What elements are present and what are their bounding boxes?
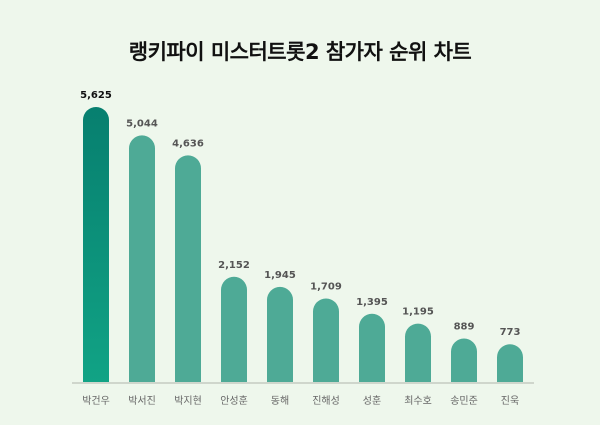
category-label: 성훈 xyxy=(363,394,381,407)
data-label: 1,195 xyxy=(402,307,434,318)
data-label: 889 xyxy=(454,322,475,333)
data-label: 1,709 xyxy=(310,281,342,292)
data-label: 5,044 xyxy=(126,118,158,129)
bar xyxy=(405,323,431,382)
category-label: 진욱 xyxy=(501,395,519,407)
category-label: 송민준 xyxy=(450,395,478,407)
data-label: 2,152 xyxy=(218,260,250,271)
category-label: 최수호 xyxy=(404,395,432,407)
bar xyxy=(129,135,155,382)
data-label: 4,636 xyxy=(172,138,204,149)
bar xyxy=(83,107,109,382)
category-label: 박건우 xyxy=(82,395,110,407)
category-label: 박지현 xyxy=(174,395,202,407)
category-label: 안성훈 xyxy=(220,394,248,407)
bar xyxy=(497,344,523,382)
data-label: 5,625 xyxy=(80,90,112,101)
data-label: 773 xyxy=(500,327,521,338)
category-label: 동해 xyxy=(271,394,289,407)
data-label: 1,395 xyxy=(356,297,388,308)
bar xyxy=(221,276,247,382)
category-label: 진해성 xyxy=(312,394,340,407)
bar xyxy=(359,313,385,382)
bar xyxy=(175,155,201,382)
chart-title: 랭키파이 미스터트롯2 참가자 순위 차트 xyxy=(128,40,472,64)
bar xyxy=(451,338,477,382)
data-label: 1,945 xyxy=(264,270,296,281)
category-label: 박서진 xyxy=(128,395,156,407)
bar xyxy=(313,298,339,382)
bar xyxy=(267,286,293,382)
